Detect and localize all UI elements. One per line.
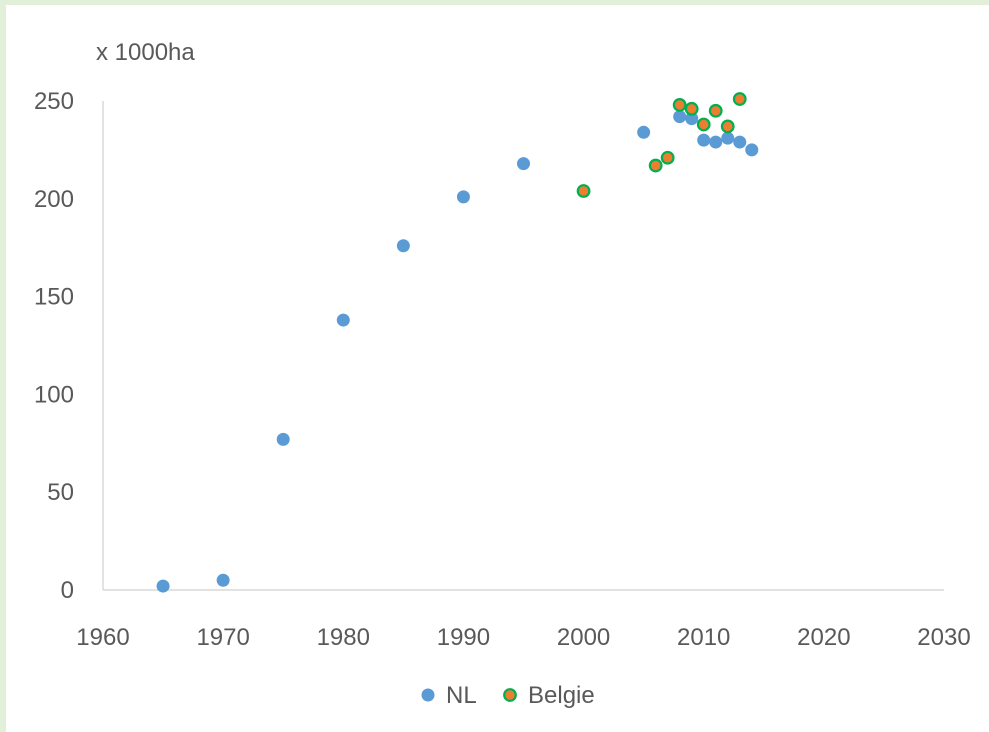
point-belgie	[576, 184, 591, 198]
legend: NL Belgie	[421, 682, 595, 709]
point-nl	[673, 110, 687, 124]
point-belgie	[660, 150, 675, 165]
x-tick-label: 2030	[917, 624, 970, 651]
x-tick-label: 2000	[557, 624, 610, 651]
legend-label-belgie: Belgie	[528, 682, 595, 709]
point-nl	[721, 131, 735, 145]
point-nl	[637, 125, 651, 139]
point-belgie	[708, 103, 723, 118]
point-nl	[685, 112, 699, 126]
series-belgie	[576, 92, 747, 198]
series-nl	[156, 110, 759, 593]
point-nl	[733, 135, 747, 149]
point-nl	[276, 432, 290, 446]
point-nl	[456, 190, 470, 204]
y-tick-label: 0	[61, 577, 74, 604]
point-belgie	[672, 98, 687, 112]
x-tick-labels: 1960 1970 1980 1990 2000 2010 2020 2030	[76, 624, 970, 651]
point-belgie	[732, 92, 747, 106]
point-belgie	[696, 117, 711, 132]
data-points	[156, 92, 759, 593]
y-tick-labels: 0 50 100 150 200 250	[34, 88, 74, 604]
point-belgie	[684, 101, 699, 116]
point-nl	[517, 157, 530, 171]
y-tick-label: 200	[34, 186, 74, 213]
y-tick-label: 250	[34, 88, 74, 115]
point-nl	[156, 579, 170, 593]
y-axis-unit-label: x 1000ha	[96, 39, 195, 66]
point-nl	[336, 313, 350, 327]
point-nl	[697, 133, 711, 147]
x-tick-label: 2010	[677, 624, 730, 651]
legend-label-nl: NL	[446, 682, 477, 709]
point-nl	[216, 573, 230, 587]
legend-marker-belgie	[503, 688, 517, 702]
point-nl	[709, 135, 723, 149]
x-tick-label: 1960	[76, 624, 129, 651]
x-tick-label: 2020	[797, 624, 850, 651]
x-tick-label: 1970	[196, 624, 249, 651]
point-belgie	[720, 119, 735, 134]
point-nl	[745, 143, 759, 157]
y-tick-label: 50	[47, 479, 74, 506]
axes	[102, 101, 944, 591]
y-tick-label: 100	[34, 381, 74, 408]
point-belgie	[648, 158, 663, 173]
legend-marker-nl	[421, 688, 435, 702]
point-nl	[396, 239, 410, 253]
x-tick-label: 1990	[437, 624, 490, 651]
y-tick-label: 150	[34, 284, 74, 311]
x-tick-label: 1980	[317, 624, 370, 651]
